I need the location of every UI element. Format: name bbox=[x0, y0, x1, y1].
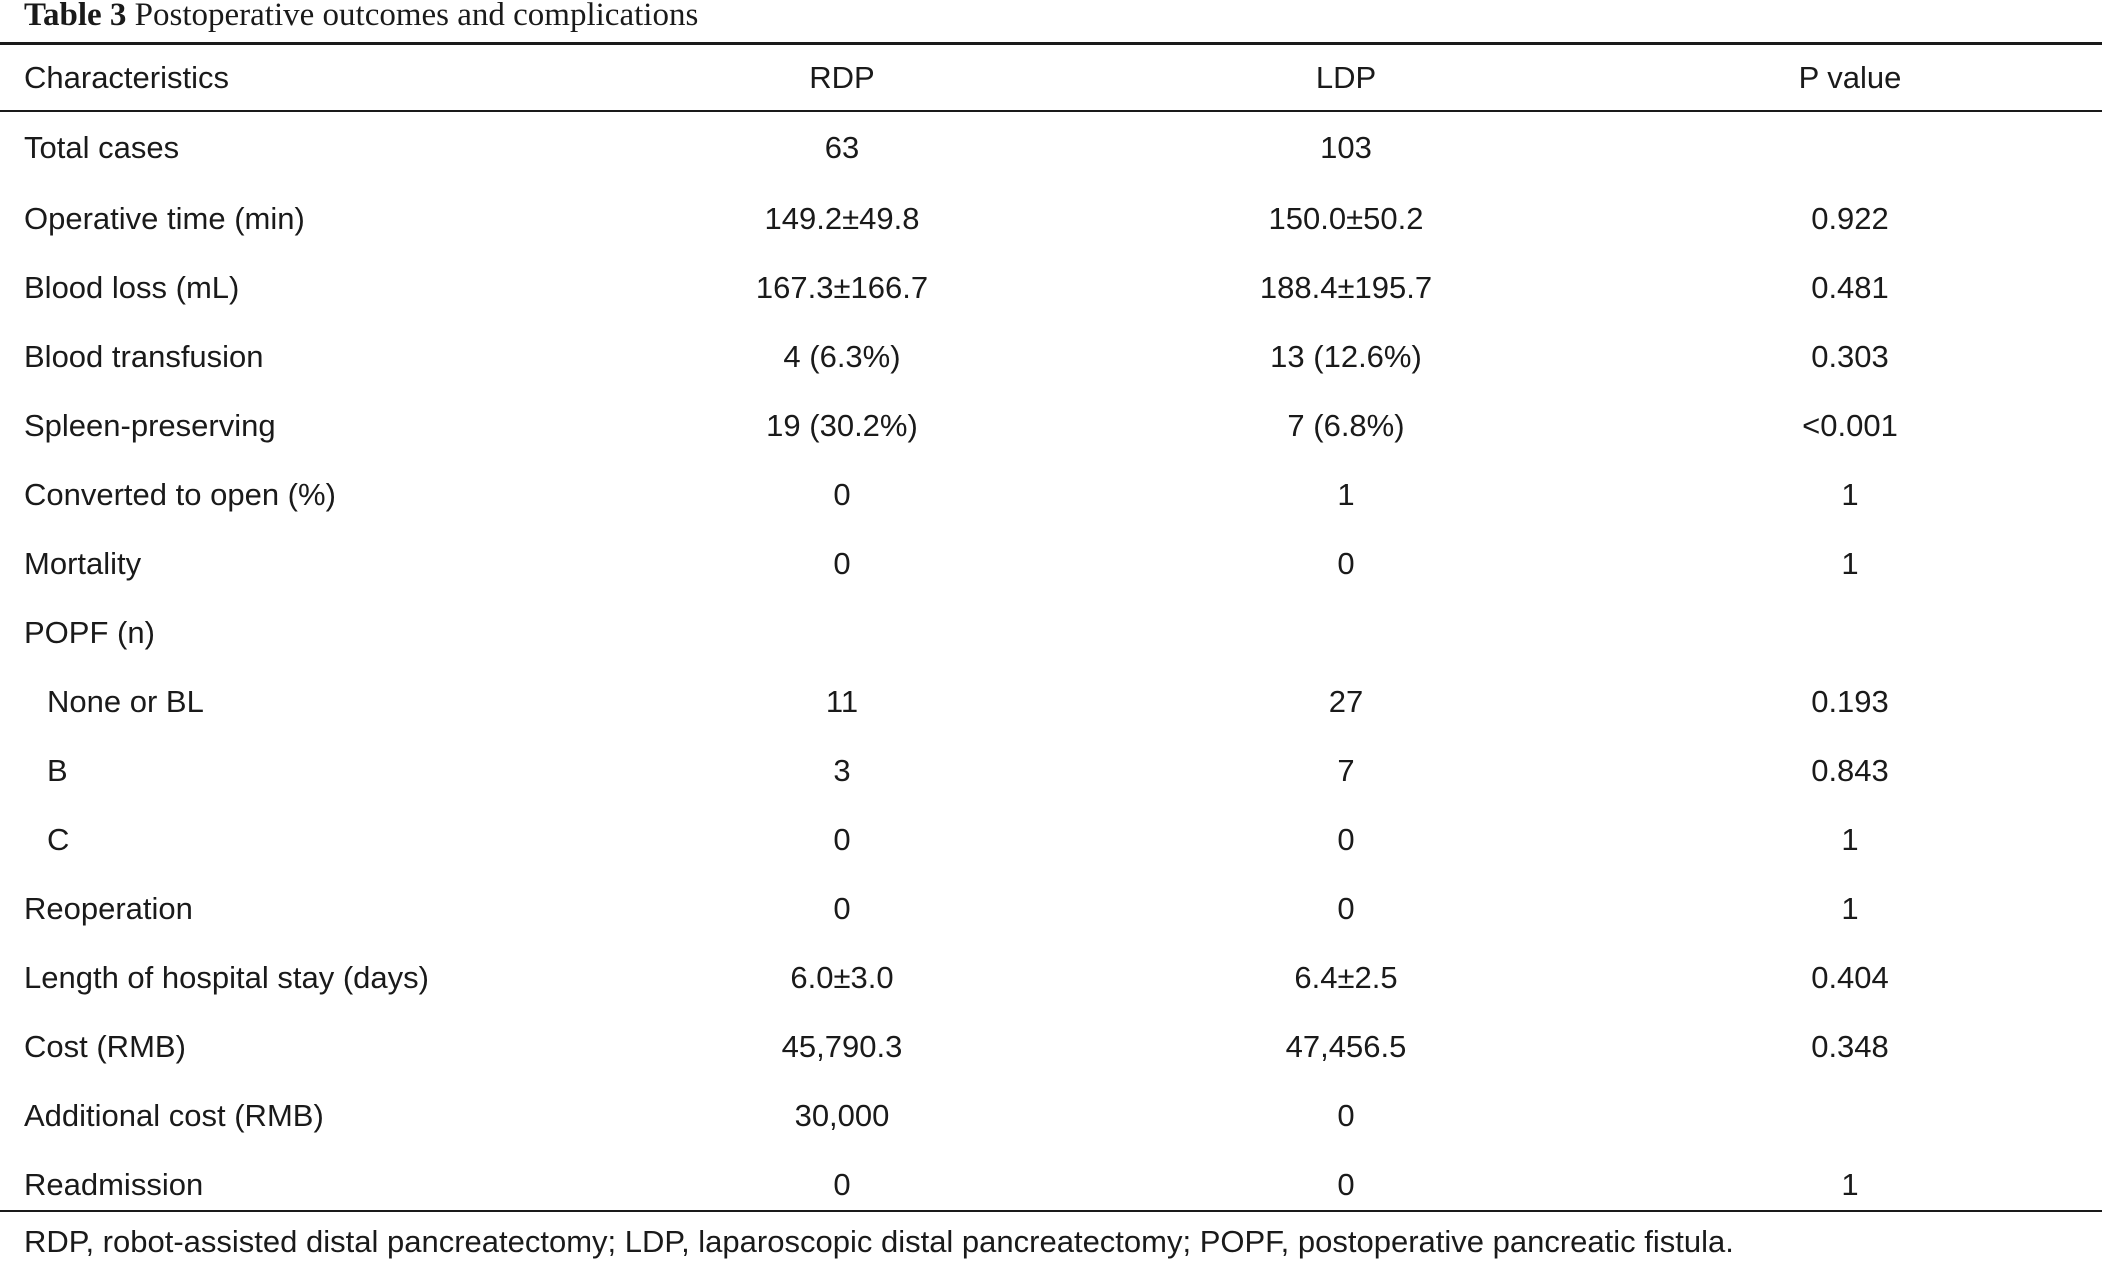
table-row: Total cases 63 103 bbox=[0, 110, 2102, 184]
p-value: 0.348 bbox=[1811, 1028, 1889, 1064]
ldp-value: 6.4±2.5 bbox=[1294, 959, 1398, 995]
ldp-value: 7 bbox=[1337, 752, 1355, 788]
rdp-value: 19 (30.2%) bbox=[766, 407, 918, 443]
table-row: Converted to open (%) 0 1 1 bbox=[0, 460, 2102, 529]
table-row: None or BL 11 27 0.193 bbox=[0, 667, 2102, 736]
ldp-value: 7 (6.8%) bbox=[1287, 407, 1405, 443]
table-row: Blood loss (mL) 167.3±166.7 188.4±195.7 0.4… bbox=[0, 253, 2102, 322]
rdp-value: 30,000 bbox=[794, 1097, 890, 1133]
table-row: Spleen-preserving 19 (30.2%) 7 (6.8%) <0.00… bbox=[0, 391, 2102, 460]
row-label: Spleen-preserving bbox=[24, 407, 276, 443]
ldp-value: 0 bbox=[1337, 1097, 1355, 1133]
header-rule bbox=[0, 110, 2102, 112]
table-row: Readmission 0 0 1 bbox=[0, 1150, 2102, 1219]
p-value bbox=[1598, 1081, 2102, 1150]
ldp-value: 47,456.5 bbox=[1285, 1028, 1407, 1064]
rdp-value: 45,790.3 bbox=[781, 1028, 903, 1064]
p-value: 0.193 bbox=[1811, 683, 1889, 719]
row-label: Cost (RMB) bbox=[24, 1028, 186, 1064]
ldp-value: 13 (12.6%) bbox=[1270, 338, 1422, 374]
table-title-text: Postoperative outcomes and complications bbox=[134, 0, 699, 33]
table-title-label: Table 3 bbox=[24, 0, 127, 33]
ldp-value bbox=[1094, 598, 1598, 667]
row-label: Blood loss (mL) bbox=[24, 269, 240, 305]
top-rule bbox=[0, 42, 2102, 45]
row-label: Mortality bbox=[24, 545, 142, 581]
rdp-value: 63 bbox=[824, 130, 860, 165]
row-label: Reoperation bbox=[24, 890, 193, 926]
table-row: Cost (RMB) 45,790.3 47,456.5 0.348 bbox=[0, 1012, 2102, 1081]
p-value: 0.922 bbox=[1811, 200, 1889, 236]
rdp-value: 4 (6.3%) bbox=[783, 338, 901, 374]
ldp-value: 103 bbox=[1320, 130, 1372, 165]
p-value: 0.481 bbox=[1811, 269, 1889, 305]
header-ldp: LDP bbox=[1315, 59, 1377, 95]
ldp-value: 27 bbox=[1328, 683, 1364, 719]
row-label: None or BL bbox=[47, 683, 204, 719]
p-value: <0.001 bbox=[1802, 407, 1898, 443]
rdp-value: 149.2±49.8 bbox=[764, 200, 920, 236]
p-value bbox=[1598, 598, 2102, 667]
row-label: POPF (n) bbox=[24, 614, 155, 650]
p-value: 0.303 bbox=[1811, 338, 1889, 374]
row-label: C bbox=[47, 821, 70, 857]
table-row: Mortality 0 0 1 bbox=[0, 529, 2102, 598]
header-p-value: P value bbox=[1798, 59, 1902, 95]
table-row: Reoperation 0 0 1 bbox=[0, 874, 2102, 943]
ldp-value: 0 bbox=[1337, 545, 1355, 581]
p-value: 1 bbox=[1841, 890, 1859, 926]
table-row: B 3 7 0.843 bbox=[0, 736, 2102, 805]
rdp-value: 167.3±166.7 bbox=[755, 269, 929, 305]
ldp-value: 0 bbox=[1337, 1166, 1355, 1202]
p-value: 1 bbox=[1841, 545, 1859, 581]
rdp-value: 6.0±3.0 bbox=[790, 959, 894, 995]
ldp-value: 188.4±195.7 bbox=[1259, 269, 1433, 305]
row-label: Total cases bbox=[24, 130, 180, 165]
header-row: Characteristics RDP LDP P value bbox=[0, 45, 2102, 110]
row-label: Operative time (min) bbox=[24, 200, 305, 236]
ldp-value: 1 bbox=[1337, 476, 1355, 512]
p-value: 0.404 bbox=[1811, 959, 1889, 995]
outcomes-table: Characteristics RDP LDP P value Total ca… bbox=[0, 45, 2102, 1219]
row-label: Length of hospital stay (days) bbox=[24, 959, 429, 995]
table-row: Additional cost (RMB) 30,000 0 bbox=[0, 1081, 2102, 1150]
header-rdp: RDP bbox=[809, 59, 875, 95]
table-row: POPF (n) bbox=[0, 598, 2102, 667]
table-row: Length of hospital stay (days) 6.0±3.0 6.4… bbox=[0, 943, 2102, 1012]
rdp-value: 3 bbox=[833, 752, 851, 788]
row-label: Blood transfusion bbox=[24, 338, 264, 374]
table-body: Total cases 63 103 Operative time (min) 149.… bbox=[0, 110, 2102, 1219]
ldp-value: 150.0±50.2 bbox=[1268, 200, 1424, 236]
ldp-value: 0 bbox=[1337, 890, 1355, 926]
table-title: Table 3 Postoperative outcomes and compl… bbox=[24, 0, 698, 40]
rdp-value: 0 bbox=[833, 1166, 851, 1202]
row-label: Additional cost (RMB) bbox=[24, 1097, 324, 1133]
row-label: Readmission bbox=[24, 1166, 204, 1202]
rdp-value: 0 bbox=[833, 821, 851, 857]
rdp-value bbox=[590, 598, 1094, 667]
rdp-value: 11 bbox=[825, 683, 859, 719]
ldp-value: 0 bbox=[1337, 821, 1355, 857]
row-label: B bbox=[47, 752, 68, 788]
table-row: C 0 0 1 bbox=[0, 805, 2102, 874]
p-value: 1 bbox=[1841, 476, 1859, 512]
p-value: 1 bbox=[1841, 1166, 1859, 1202]
p-value: 0.843 bbox=[1811, 752, 1889, 788]
rdp-value: 0 bbox=[833, 476, 851, 512]
table-row: Blood transfusion 4 (6.3%) 13 (12.6%) 0.303 bbox=[0, 322, 2102, 391]
rdp-value: 0 bbox=[833, 890, 851, 926]
row-label: Converted to open (%) bbox=[24, 476, 336, 512]
header-characteristics: Characteristics bbox=[24, 59, 229, 95]
bottom-rule bbox=[0, 1210, 2102, 1212]
table-footnote: RDP, robot-assisted distal pancreatectom… bbox=[24, 1224, 1734, 1259]
p-value bbox=[1598, 110, 2102, 184]
table-row: Operative time (min) 149.2±49.8 150.0±50.2… bbox=[0, 184, 2102, 253]
p-value: 1 bbox=[1841, 821, 1859, 857]
rdp-value: 0 bbox=[833, 545, 851, 581]
